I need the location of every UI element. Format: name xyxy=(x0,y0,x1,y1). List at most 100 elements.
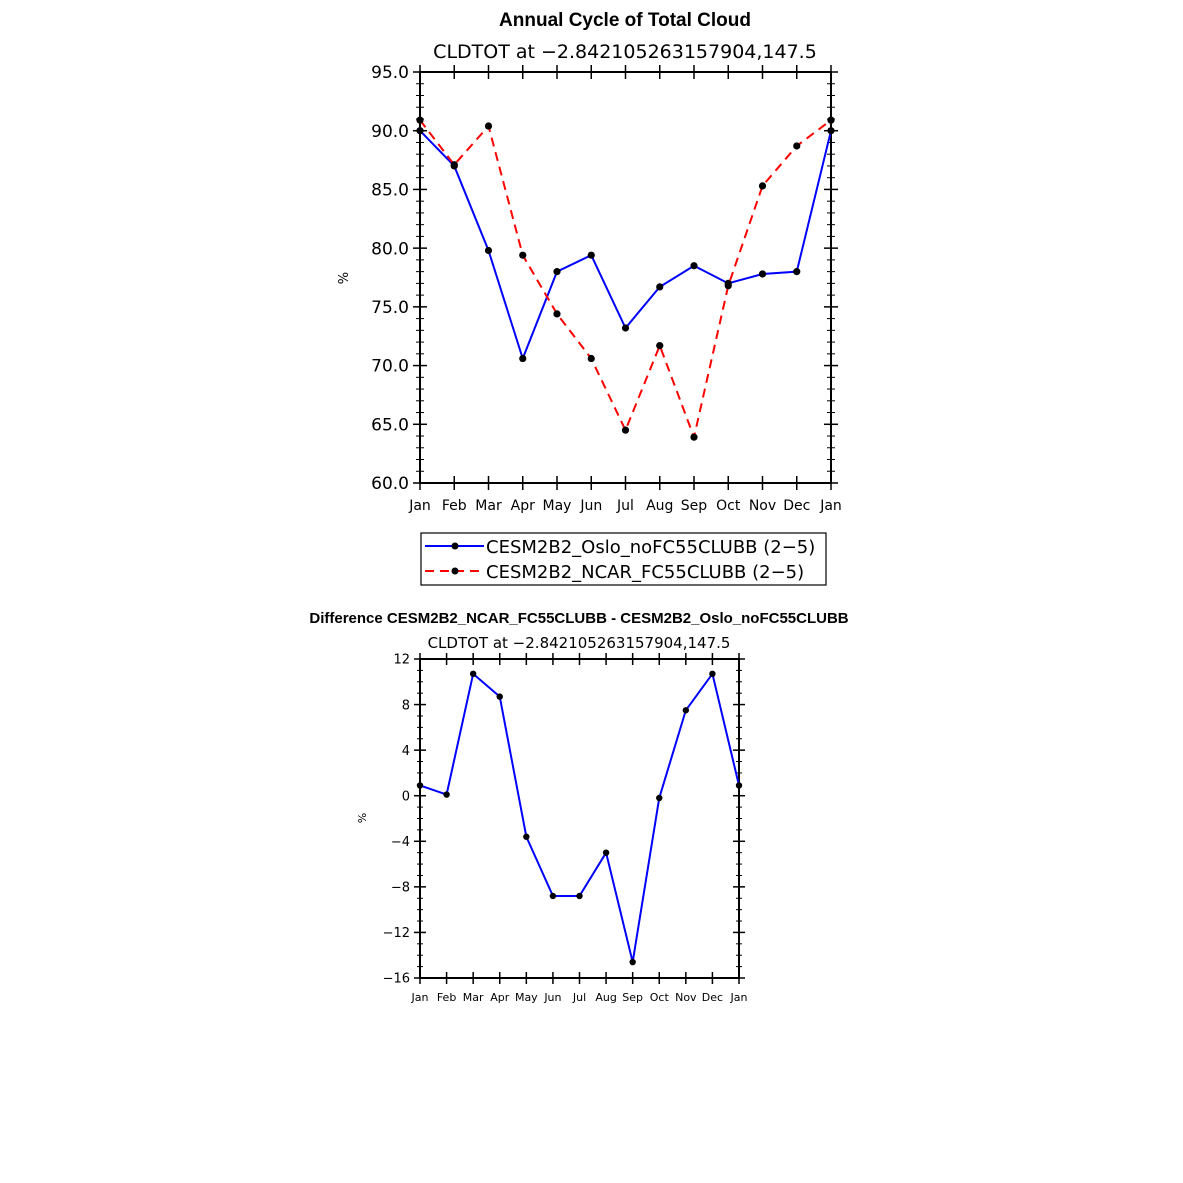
x-tick-label: Nov xyxy=(749,498,776,514)
data-point xyxy=(656,342,664,350)
plot-frame xyxy=(419,658,740,979)
legend-marker-ncar xyxy=(451,567,459,575)
data-point xyxy=(443,791,450,798)
series-line-0 xyxy=(419,130,832,362)
data-point xyxy=(735,782,743,789)
x-tick-label: Apr xyxy=(511,498,535,514)
y-tick-label: 65.0 xyxy=(371,415,409,435)
annual-cycle-chart: Annual Cycle of Total Cloud CLDTOT at −2… xyxy=(337,10,842,514)
y-tick-label: 75.0 xyxy=(371,298,409,318)
data-point xyxy=(724,282,732,290)
data-point xyxy=(519,354,527,363)
x-tick-label: Apr xyxy=(490,991,510,1004)
data-point xyxy=(827,116,835,124)
y-tick-label: 4 xyxy=(402,744,410,759)
data-point xyxy=(793,142,801,150)
x-tick-label: Sep xyxy=(681,498,708,514)
legend: CESM2B2_Oslo_noFC55CLUBB (2−5) CESM2B2_N… xyxy=(420,532,827,586)
x-tick-label: Aug xyxy=(595,991,616,1004)
y-tick-label: 8 xyxy=(402,698,410,713)
data-point xyxy=(553,310,561,318)
data-point xyxy=(450,161,458,169)
y-tick-label: 0 xyxy=(402,789,410,804)
y-tick-label: 70.0 xyxy=(371,357,409,377)
data-point xyxy=(758,270,767,278)
data-point xyxy=(416,782,424,789)
data-point xyxy=(587,251,595,259)
data-point xyxy=(576,892,583,900)
y-axis-label: % xyxy=(356,813,369,823)
legend-marker-oslo xyxy=(451,542,459,550)
data-point xyxy=(469,670,477,678)
data-point xyxy=(587,354,595,363)
x-tick-label: Jan xyxy=(819,498,842,514)
data-point xyxy=(690,262,698,270)
data-point xyxy=(416,116,424,124)
y-axis-label: % xyxy=(337,272,352,284)
chart-title: Difference CESM2B2_NCAR_FC55CLUBB - CESM… xyxy=(309,610,848,627)
data-point xyxy=(523,833,530,840)
x-tick-label: Mar xyxy=(463,991,484,1004)
data-point xyxy=(690,433,698,441)
x-tick-label: Aug xyxy=(646,498,673,514)
x-tick-label: Mar xyxy=(475,498,502,514)
data-point xyxy=(656,794,663,802)
data-point xyxy=(484,246,493,255)
y-tick-label: 90.0 xyxy=(371,122,409,142)
x-tick-label: Jan xyxy=(411,991,429,1004)
difference-chart: Difference CESM2B2_NCAR_FC55CLUBB - CESM… xyxy=(309,610,848,1004)
data-point xyxy=(621,324,630,332)
x-tick-label: Oct xyxy=(650,991,670,1004)
x-tick-label: Jun xyxy=(543,991,561,1004)
data-point xyxy=(621,426,630,434)
data-point xyxy=(682,707,690,714)
y-tick-label: −8 xyxy=(391,881,410,896)
data-point xyxy=(549,892,557,900)
y-tick-label: −16 xyxy=(383,972,410,987)
plot-area: 60.0 65.0 70.0 75.0 80.0 85.0 90.0 95.0 Jan Feb Ma… xyxy=(371,63,842,514)
x-tick-label: Dec xyxy=(702,991,723,1004)
data-point xyxy=(416,127,424,135)
data-point xyxy=(758,182,767,190)
x-tick-label: Feb xyxy=(442,498,467,514)
x-tick-label: Jun xyxy=(579,498,602,514)
x-tick-label: Jan xyxy=(730,991,748,1004)
x-tick-label: Jan xyxy=(408,498,431,514)
y-tick-label: 60.0 xyxy=(371,474,409,494)
chart-title: Annual Cycle of Total Cloud xyxy=(499,10,751,31)
data-point xyxy=(553,268,561,276)
x-tick-label: Dec xyxy=(783,498,810,514)
y-tick-label: 95.0 xyxy=(371,63,409,83)
x-tick-label: Sep xyxy=(622,991,643,1004)
x-tick-label: May xyxy=(543,498,572,514)
y-tick-label: −4 xyxy=(391,835,410,850)
data-point xyxy=(709,670,716,678)
series-line-1 xyxy=(419,119,832,441)
legend-label-ncar: CESM2B2_NCAR_FC55CLUBB (2−5) xyxy=(486,562,804,583)
x-tick-label: Feb xyxy=(437,991,456,1004)
x-tick-label: Oct xyxy=(716,498,741,514)
legend-label-oslo: CESM2B2_Oslo_noFC55CLUBB (2−5) xyxy=(486,537,815,558)
chart-subtitle: CLDTOT at −2.842105263157904,147.5 xyxy=(428,634,731,652)
plot-area: −16 −12 −8 −4 0 4 8 12 Jan Feb Mar Apr May Jun Jul Aug S… xyxy=(383,653,748,1004)
data-point xyxy=(827,127,835,135)
y-tick-label: −12 xyxy=(383,926,410,941)
data-point xyxy=(629,958,636,966)
x-tick-label: Jul xyxy=(572,991,586,1004)
chart-subtitle: CLDTOT at −2.842105263157904,147.5 xyxy=(433,41,817,63)
data-point xyxy=(519,251,527,259)
y-tick-label: 12 xyxy=(393,653,410,668)
x-tick-label: Jul xyxy=(616,498,634,514)
legend-box xyxy=(420,532,827,586)
y-tick-label: 80.0 xyxy=(371,239,409,259)
data-point xyxy=(496,693,503,700)
series-line-0 xyxy=(419,671,740,963)
y-tick-label: 85.0 xyxy=(371,181,409,201)
data-point xyxy=(602,849,610,856)
x-tick-label: Nov xyxy=(675,991,697,1004)
x-tick-label: May xyxy=(515,991,538,1004)
data-point xyxy=(793,268,801,276)
data-point xyxy=(656,283,664,291)
data-point xyxy=(484,122,493,130)
